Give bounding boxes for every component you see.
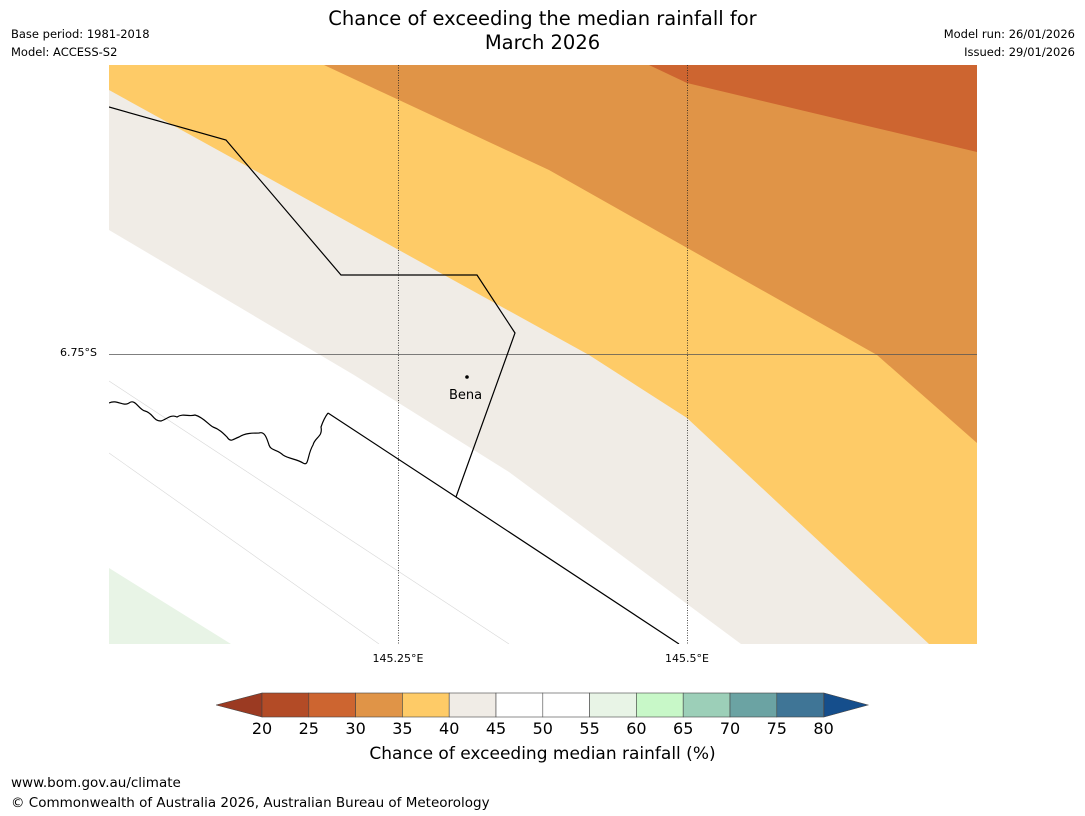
colorbar-tick-30: 30 (345, 719, 366, 738)
colorbar (216, 692, 870, 718)
map-panel[interactable] (109, 65, 977, 644)
meta-left: Base period: 1981-2018 Model: ACCESS-S2 (11, 25, 150, 61)
colorbar-bin-25-30 (308, 692, 356, 718)
latitude-label: 6.75°S (60, 346, 97, 359)
contour-lines (109, 380, 510, 644)
colorbar-bin-75-80 (776, 692, 824, 718)
colorbar-tick-65: 65 (673, 719, 694, 738)
colorbar-bin-70-75 (729, 692, 778, 718)
footer-website[interactable]: www.bom.gov.au/climate (11, 775, 181, 791)
colorbar-bin-60-65 (636, 692, 684, 718)
colorbar-label: Chance of exceeding median rainfall (%) (369, 744, 716, 764)
band-30-35 (324, 65, 977, 443)
colorbar-bin-20-25 (261, 692, 310, 718)
colorbar-tick-60: 60 (626, 719, 647, 738)
band-25-30 (649, 65, 977, 152)
river (109, 401, 329, 465)
colorbar-bin-45-50 (495, 692, 544, 718)
graticule (109, 65, 977, 644)
title-line-1: Chance of exceeding the median rainfall … (328, 7, 757, 30)
colorbar-tick-45: 45 (485, 719, 507, 738)
colorbar-over-arrow (823, 692, 870, 718)
band-55-60 (109, 568, 231, 644)
footer-copyright: © Commonwealth of Australia 2026, Austra… (11, 795, 490, 811)
colorbar-bins (261, 692, 824, 718)
province-boundary-south (327, 412, 680, 644)
base-period: Base period: 1981-2018 (11, 27, 150, 41)
colorbar-bin-65-70 (682, 692, 731, 718)
meta-right: Model run: 26/01/2026 Issued: 29/01/2026 (944, 25, 1075, 61)
colorbar-tick-20: 20 (251, 719, 273, 738)
colorbar-tick-80: 80 (813, 719, 834, 738)
colorbar-tick-75: 75 (766, 719, 787, 738)
town-marker[interactable] (465, 375, 469, 379)
colorbar-bin-30-35 (355, 692, 403, 718)
longitude-label-145-5: 145.5°E (665, 652, 709, 665)
colorbar-bin-35-40 (402, 692, 450, 718)
title-line-2: March 2026 (484, 31, 601, 54)
province-boundary (109, 106, 516, 498)
longitude-label-145-25: 145.25°E (372, 652, 424, 665)
model-name: Model: ACCESS-S2 (11, 45, 118, 59)
colorbar-bin-40-45 (448, 692, 497, 718)
issued-date: Issued: 29/01/2026 (964, 45, 1075, 59)
colorbar-under-arrow (216, 692, 263, 718)
model-run: Model run: 26/01/2026 (943, 27, 1075, 41)
colorbar-tick-70: 70 (719, 719, 741, 738)
colorbar-tick-55: 55 (579, 719, 600, 738)
colorbar-tick-25: 25 (298, 719, 319, 738)
colorbar-bin-55-60 (589, 692, 637, 718)
colorbar-tick-40: 40 (439, 719, 460, 738)
town-label: Bena (449, 388, 483, 403)
colorbar-bin-50-55 (542, 692, 590, 718)
colorbar-tick-35: 35 (392, 719, 413, 738)
map-svg (109, 65, 977, 644)
colorbar-tick-50: 50 (532, 719, 553, 738)
chart-title: Chance of exceeding the median rainfall … (0, 7, 1085, 55)
